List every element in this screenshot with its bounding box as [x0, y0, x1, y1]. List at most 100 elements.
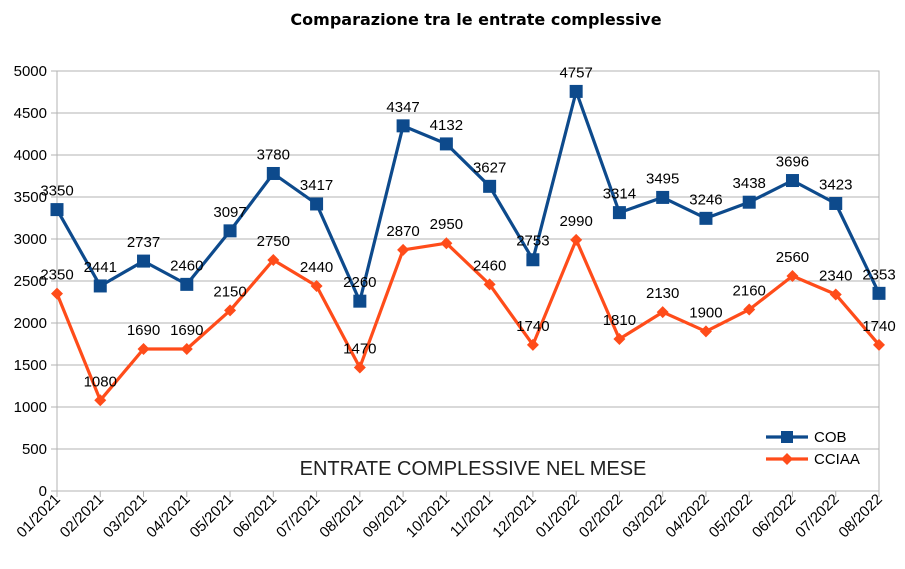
x-tick-label: 06/2021	[230, 491, 280, 541]
data-point	[267, 254, 280, 266]
data-point	[50, 203, 64, 217]
data-label: 2350	[40, 267, 73, 284]
x-tick-label: 09/2021	[360, 491, 410, 541]
data-point	[439, 137, 453, 151]
legend-label: COB	[814, 429, 847, 446]
data-label: 2870	[386, 223, 419, 240]
legend-marker	[781, 453, 793, 465]
series-cciaa	[51, 233, 885, 407]
data-label: 2340	[819, 267, 852, 284]
data-label: 3423	[819, 176, 852, 193]
x-tick-label: 04/2022	[662, 491, 712, 541]
data-point	[440, 237, 453, 250]
y-axis: 0 500 1000 1500 2000 2500 3000 3500 4000 4500 5000	[14, 63, 57, 500]
x-tick-label: 07/2021	[273, 491, 323, 541]
x-tick-label: 02/2021	[57, 491, 107, 541]
data-label: 3350	[40, 183, 73, 200]
data-point	[310, 197, 324, 211]
data-point	[656, 190, 670, 204]
data-label: 2950	[430, 216, 463, 233]
x-tick-label: 03/2022	[619, 491, 669, 541]
x-tick-label: 05/2021	[187, 491, 237, 541]
data-point	[180, 277, 194, 291]
x-tick-label: 02/2022	[576, 491, 626, 541]
data-label: 3780	[257, 146, 290, 163]
data-label: 1900	[689, 304, 722, 321]
y-tick-label: 4500	[14, 105, 47, 122]
data-label: 2150	[213, 283, 246, 300]
data-label: 2460	[473, 257, 506, 274]
data-label: 3314	[603, 186, 636, 203]
data-label: 1080	[84, 373, 117, 390]
data-label: 2160	[733, 283, 766, 300]
data-point	[743, 303, 756, 316]
data-label: 2990	[559, 213, 592, 230]
data-point	[51, 287, 63, 300]
y-tick-label: 5000	[14, 63, 47, 80]
data-label: 1690	[170, 322, 203, 339]
y-tick-label: 2000	[14, 315, 47, 332]
chart-title: Comparazione tra le entrate complessive	[290, 10, 661, 29]
data-point	[829, 196, 843, 210]
data-label: 1470	[343, 341, 376, 358]
y-tick-label: 2500	[14, 273, 47, 290]
data-label: 4132	[430, 117, 463, 134]
data-label: 1810	[603, 312, 636, 329]
data-label: 3097	[213, 204, 246, 221]
data-label: 1740	[516, 318, 549, 335]
data-point	[829, 288, 842, 301]
data-label: 2353	[862, 266, 895, 283]
data-label: 3495	[646, 170, 679, 187]
legend-item-cciaa: CCIAA	[766, 451, 860, 468]
data-point	[742, 195, 756, 209]
legend: COB CCIAA	[766, 429, 860, 468]
data-label: 2440	[300, 259, 333, 276]
legend-label: CCIAA	[814, 451, 860, 468]
data-label: 3438	[733, 175, 766, 192]
data-label: 2750	[257, 233, 290, 250]
data-label: 2560	[776, 249, 809, 266]
data-label: 2441	[84, 259, 117, 276]
series-cob	[50, 84, 886, 308]
legend-marker	[781, 431, 793, 443]
data-point	[483, 179, 497, 193]
data-point	[397, 243, 410, 256]
y-tick-label: 3500	[14, 189, 47, 206]
data-label: 2130	[646, 285, 679, 302]
x-tick-label: 05/2022	[706, 491, 756, 541]
data-label: 2737	[127, 234, 160, 251]
series-line-cob	[55, 89, 881, 303]
data-point	[873, 338, 885, 351]
data-label: 3417	[300, 177, 333, 194]
legend-item-cob: COB	[766, 429, 847, 446]
series-group	[50, 84, 886, 407]
data-label: 2460	[170, 257, 203, 274]
data-point	[93, 279, 107, 293]
data-point	[223, 224, 237, 238]
data-label: 3246	[689, 191, 722, 208]
y-tick-label: 0	[39, 483, 47, 500]
data-point	[569, 84, 583, 98]
x-tick-label: 03/2021	[100, 491, 150, 541]
data-point	[224, 304, 237, 317]
data-labels: 3350 2441 2737 2460 3097 3780 3417 2260 4347 4132…	[40, 64, 895, 390]
data-point	[137, 343, 150, 356]
data-point	[396, 119, 410, 133]
data-point	[266, 166, 280, 180]
data-label: 2753	[516, 233, 549, 250]
data-point	[137, 254, 151, 268]
x-axis: 01/202102/202103/202104/202105/202106/20…	[13, 491, 885, 541]
x-tick-label: 01/2022	[533, 491, 583, 541]
data-point	[483, 278, 496, 291]
x-tick-label: 06/2022	[749, 491, 799, 541]
data-point	[353, 294, 367, 308]
x-tick-label: 12/2021	[489, 491, 539, 541]
data-point	[310, 280, 323, 293]
data-point	[699, 211, 713, 225]
data-point	[786, 269, 799, 282]
data-label: 4757	[559, 64, 592, 81]
data-label: 1740	[862, 318, 895, 335]
data-point	[526, 338, 539, 351]
x-tick-label: 07/2022	[792, 491, 842, 541]
